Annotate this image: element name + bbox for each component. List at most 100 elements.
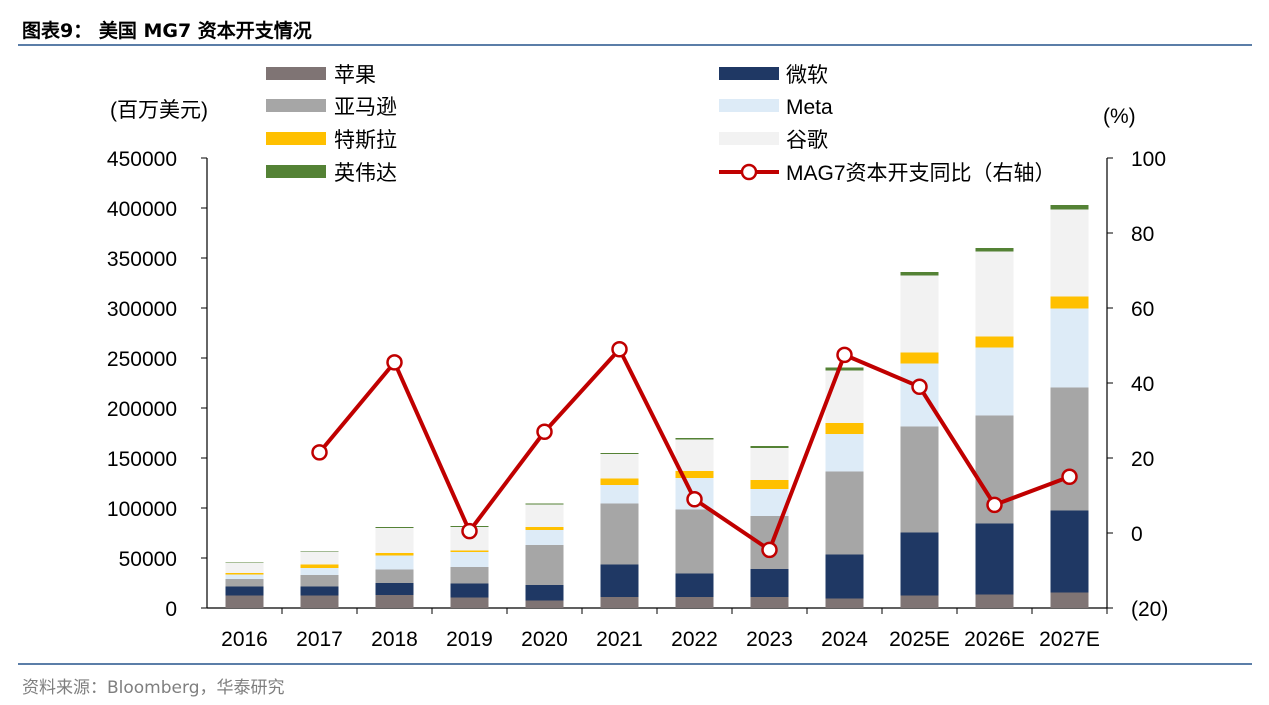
y-tick-label: 400000 — [107, 198, 177, 221]
bar-segment — [375, 553, 414, 556]
legend-label: 微软 — [786, 64, 828, 87]
bar-segment — [825, 423, 864, 434]
bar-segment — [300, 595, 339, 608]
legend-swatch — [719, 67, 779, 80]
bar-segment — [375, 528, 414, 553]
bar-segment — [450, 597, 489, 608]
y2-tick-label: 60 — [1131, 298, 1154, 321]
bar-segment — [1050, 592, 1089, 608]
bar-segment — [225, 573, 264, 575]
y-tick-label: 350000 — [107, 248, 177, 271]
y-tick-label: 250000 — [107, 348, 177, 371]
legend-swatch — [266, 132, 326, 145]
bar-segment — [1050, 209, 1089, 297]
bar-segment — [600, 453, 639, 454]
y-tick-label: 150000 — [107, 448, 177, 471]
y-tick-label: 50000 — [119, 548, 177, 571]
bar-segment — [600, 564, 639, 597]
y2-tick-label: 20 — [1131, 448, 1154, 471]
legend-swatch — [266, 99, 326, 112]
legend-label: 谷歌 — [786, 129, 828, 152]
bar-segment — [750, 446, 789, 448]
bar-segment — [225, 563, 264, 573]
yoy-point — [911, 378, 928, 395]
bar-segment — [375, 583, 414, 595]
legend-swatch — [719, 132, 779, 145]
bar-segment — [450, 567, 489, 584]
bar-segment — [675, 509, 714, 574]
y-tick-label: 300000 — [107, 298, 177, 321]
y2-tick-label: 0 — [1131, 523, 1143, 546]
yoy-point — [386, 354, 403, 371]
legend-swatch — [266, 165, 326, 178]
bar-segment — [1050, 387, 1089, 511]
bar-segment — [600, 503, 639, 565]
bar-segment — [750, 569, 789, 597]
bar-segment — [375, 527, 414, 528]
bar-segment — [525, 585, 564, 601]
legend-label: 苹果 — [334, 64, 376, 87]
yoy-point — [461, 522, 478, 540]
legend-label: Meta — [786, 96, 833, 119]
yoy-point — [686, 491, 703, 508]
x-tick-label: 2019 — [446, 628, 493, 651]
y-tick-label: 200000 — [107, 398, 177, 421]
bar-segment — [600, 454, 639, 479]
axes-layer: 0 50000 100000 150000 200000 250000 300000 3500… — [107, 148, 1168, 651]
bar-segment — [975, 347, 1014, 416]
bar-segment — [225, 595, 264, 608]
yoy-point — [986, 496, 1003, 514]
bar-segment — [975, 251, 1014, 337]
bar-segment — [300, 551, 339, 552]
y-tick-label: 450000 — [107, 148, 177, 171]
legend-label: 亚马逊 — [334, 96, 397, 119]
legend-label: 特斯拉 — [334, 129, 397, 152]
bar-segment — [675, 438, 714, 440]
bar-segment — [750, 597, 789, 608]
x-tick-label: 2022 — [671, 628, 718, 651]
y2-tick-label: 100 — [1131, 148, 1166, 171]
bar-segment — [225, 574, 264, 579]
yoy-point — [536, 423, 553, 440]
bar-segment — [225, 579, 264, 587]
yoy-point — [611, 341, 628, 358]
y2-tick-label: 40 — [1131, 373, 1154, 396]
y-axis-label: (百万美元) — [110, 99, 208, 122]
x-tick-label: 2018 — [371, 628, 418, 651]
x-tick-label: 2023 — [746, 628, 793, 651]
x-tick-label: 2024 — [821, 628, 868, 651]
bar-segment — [450, 550, 489, 552]
legend-swatch — [266, 67, 326, 80]
bar-segment — [600, 597, 639, 608]
bar-segment — [525, 503, 564, 505]
bar-segment — [300, 586, 339, 596]
bar-segment — [525, 504, 564, 527]
y-tick-label: 0 — [165, 598, 177, 621]
legend-label: 英伟达 — [334, 162, 397, 185]
bar-segment — [525, 527, 564, 530]
yoy-point — [836, 346, 853, 364]
bar-segment — [300, 568, 339, 575]
yoy-point — [311, 444, 328, 461]
legend-label: MAG7资本开支同比（右轴） — [786, 162, 1056, 185]
figure-title: 图表9： 美国 MG7 资本开支情况 — [22, 20, 312, 42]
x-tick-label: 2017 — [296, 628, 343, 651]
bar-segment — [825, 554, 864, 599]
bar-segment — [900, 595, 939, 608]
bar-segment — [1050, 205, 1089, 210]
bar-segment — [675, 573, 714, 597]
legend-swatch — [719, 99, 779, 112]
x-tick-label: 2025E — [889, 628, 950, 651]
bar-segment — [300, 551, 339, 565]
x-tick-label: 2016 — [221, 628, 268, 651]
bar-segment — [825, 367, 864, 371]
bar-segment — [1050, 510, 1089, 593]
bar-segment — [825, 434, 864, 472]
bar-segment — [750, 448, 789, 480]
bar-segment — [300, 564, 339, 568]
x-tick-label: 2020 — [521, 628, 568, 651]
bar-segment — [825, 471, 864, 555]
bar-segment — [525, 600, 564, 608]
